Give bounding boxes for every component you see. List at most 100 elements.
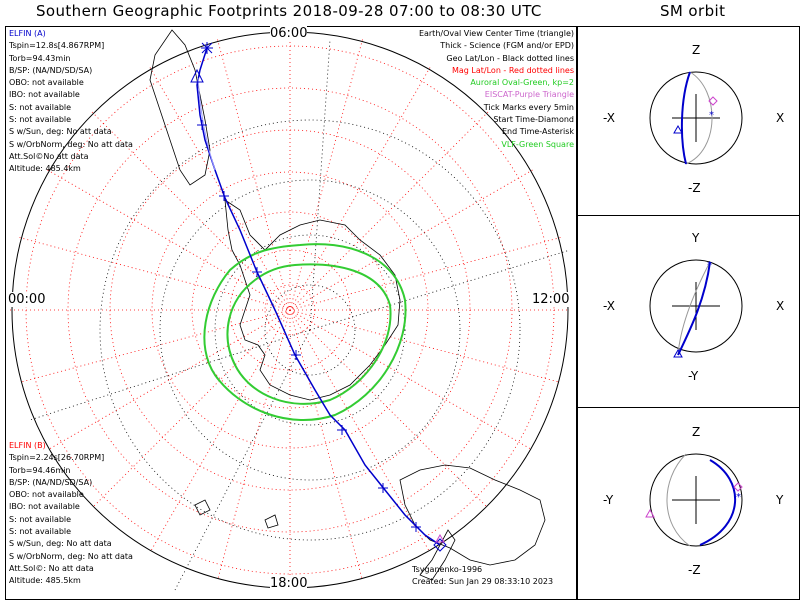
sm-axis-label-top: Y — [692, 231, 700, 245]
sm-panel-xz: * — [649, 71, 743, 165]
cross-tick-icon — [197, 120, 207, 130]
sm-xy-orbit-grey — [677, 261, 711, 356]
sm-axis-label-left: -X — [603, 111, 615, 125]
clock-label-bottom: 18:00 — [270, 576, 308, 591]
elfin-b-track — [197, 77, 216, 171]
legend-entry: Auroral Oval-Green, kp=2 — [470, 78, 574, 88]
sm-yz-orbit-grey — [666, 453, 691, 547]
elfin-b-info-line: Torb=94.46min — [9, 465, 71, 475]
sm-yz-asterisk-icon: * — [736, 492, 741, 503]
elfin-b-info-line: IBO: not available — [9, 502, 80, 512]
auroral-oval-outer — [203, 243, 407, 422]
legend-entry: End Time-Asterisk — [501, 127, 574, 137]
cross-tick-icon — [337, 425, 347, 435]
island-2 — [264, 514, 279, 529]
elfin-a-info-line: Tspin=12.8s[4.867RPM] — [9, 41, 105, 51]
elfin-a-info-line: Altitude: 485.4km — [9, 164, 81, 174]
elfin-a-info-line: S: not available — [9, 102, 72, 112]
sm-xy-triangle-icon — [673, 348, 683, 358]
clock-label-right: 12:00 — [532, 292, 570, 307]
sm-panel-xy: * — [649, 259, 743, 358]
map-legend: Earth/Oval View Center Time (triangle) Th… — [419, 28, 574, 151]
elfin-b-info-line: S: not available — [9, 514, 72, 524]
sm-axis-label-right: X — [776, 111, 785, 125]
auroral-oval-inner — [226, 263, 392, 405]
legend-entry: EISCAT-Purple Triangle — [484, 90, 574, 100]
elfin-b-info-line: Att.Sol©: No att data — [9, 563, 94, 573]
legend-entry: Mag Lat/Lon - Red dotted lines — [451, 65, 574, 75]
sm-axis-label-right: X — [776, 299, 785, 313]
sm-orbit-title: SM orbit — [660, 2, 726, 20]
sm-xz-asterisk-icon: * — [709, 110, 714, 121]
sm-yz-orbit-blue — [699, 459, 736, 546]
island-1 — [194, 499, 211, 516]
sm-xz-triangle-icon — [673, 124, 683, 134]
start-diamond-icon — [433, 538, 447, 552]
elfin-b-info-line: S: not available — [9, 527, 72, 537]
sm-xz-orbit-grey — [685, 71, 713, 165]
sm-xz-orbit-blue — [680, 71, 691, 165]
footer-info: Tsyganenko-1996 Created: Sun Jan 29 08:3… — [412, 564, 553, 589]
elfin-a-info-line: IBO: not available — [9, 90, 80, 100]
mag-longitude-grid — [10, 30, 570, 590]
antarctica-outline — [224, 199, 401, 401]
elfin-a-info-line: Torb=94.43min — [9, 53, 71, 63]
center-triangle-icon — [190, 68, 204, 83]
legend-entry: Start Time-Diamond — [493, 115, 574, 125]
legend-entry: Tick Marks every 5min — [483, 102, 574, 112]
sm-panel-yz: * — [645, 453, 743, 547]
sm-axis-label-right: Y — [776, 493, 784, 507]
clock-label-top: 06:00 — [270, 26, 308, 41]
created-label: Created: Sun Jan 29 08:33:10 2023 — [412, 577, 554, 587]
map-title: Southern Geographic Footprints 2018-09-2… — [36, 2, 542, 20]
australia-outline — [399, 464, 546, 566]
south-america-outline — [149, 29, 211, 186]
elfin-b-info-line: S w/OrbNorm, deg: No att data — [9, 551, 133, 561]
elfin-a-info-line: B/SP: (NA/ND/SD/SA) — [9, 65, 93, 75]
mag-meridian — [19, 237, 561, 383]
elfin-a-info-line: Att.Sol©No att data — [9, 151, 89, 161]
cross-tick-icon — [252, 267, 262, 277]
elfin-b-info-line: Tspin=2.24s[26.70RPM] — [9, 453, 105, 463]
sm-axis-label-left: -Y — [603, 493, 614, 507]
elfin-b-info: ELFIN (B) Tspin=2.24s[26.70RPM] Torb=94.4… — [9, 440, 133, 588]
sm-yz-diamond-icon — [733, 482, 743, 492]
track-tick-marks — [197, 120, 421, 532]
elfin-a-header: ELFIN (A) — [9, 29, 46, 38]
sm-axis-label-bottom: -Y — [688, 369, 699, 383]
geo-latitude-grid — [99, 119, 521, 541]
end-asterisk-icon — [201, 42, 213, 54]
sm-axis-label-left: -X — [603, 299, 615, 313]
sm-axis-label-top: Z — [692, 425, 701, 439]
elfin-b-info-line: Altitude: 485.5km — [9, 576, 81, 586]
clock-label-left: 00:00 — [8, 292, 46, 307]
elfin-b-info-line: S w/Sun, deg: No att data — [9, 539, 112, 549]
sm-xy-asterisk-icon: * — [707, 260, 712, 271]
cross-tick-icon — [291, 350, 301, 360]
elfin-a-info-line: S: not available — [9, 115, 72, 125]
elfin-b-info-line: B/SP: (NA/ND/SD/SA) — [9, 477, 93, 487]
model-label: Tsyganenko-1996 — [412, 565, 483, 574]
elfin-a-info-line: S w/Sun, deg: No att data — [9, 127, 112, 137]
sm-axis-label-top: Z — [692, 43, 701, 57]
legend-entry: Geo Lat/Lon - Black dotted lines — [446, 53, 574, 63]
new-zealand-outline — [419, 529, 456, 581]
cross-tick-icon — [411, 522, 421, 532]
sm-axis-label-bottom: -Z — [688, 181, 701, 195]
elfin-a-info: ELFIN (A) Tspin=12.8s[4.867RPM] Torb=94.4… — [9, 28, 133, 176]
geo-longitude-grid — [29, 39, 571, 591]
legend-entry: Earth/Oval View Center Time (triangle) — [418, 29, 574, 38]
auroral-ovals — [203, 243, 407, 422]
legend-entry: Thick - Science (FGM and/or EPD) — [440, 41, 574, 51]
sm-xz-diamond-icon — [708, 96, 718, 106]
elfin-b-header: ELFIN (B) — [9, 441, 46, 450]
eiscat-triangle-icon — [435, 533, 445, 543]
cross-tick-icon — [378, 483, 388, 493]
cross-tick-icon — [219, 191, 229, 201]
sm-yz-triangle-icon — [645, 508, 655, 518]
elfin-a-info-line: S w/OrbNorm, deg: No att data — [9, 139, 133, 149]
legend-entry: VLF-Green Square — [501, 139, 574, 149]
elfin-a-info-line: OBO: not available — [9, 78, 84, 88]
sm-axis-label-bottom: -Z — [688, 563, 701, 577]
